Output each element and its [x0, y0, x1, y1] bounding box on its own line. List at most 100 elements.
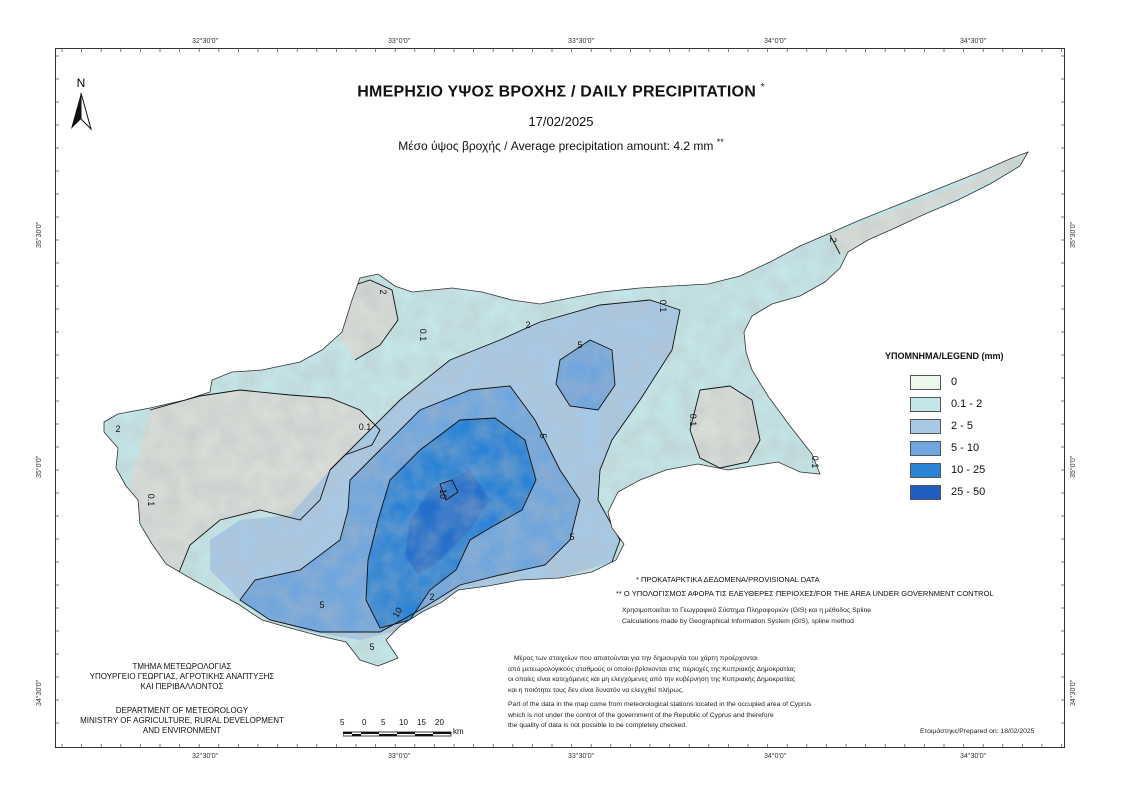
contour-label: 0.1 — [418, 329, 428, 342]
note-provisional: * ΠΡΟΚΑΤΑΡΚΤΙΚΑ ΔΕΔΟΜΕΝΑ/PROVISIONAL DAT… — [636, 575, 820, 584]
legend-item: 10 - 25 — [910, 462, 985, 478]
contour-line — [689, 385, 761, 469]
contour-label: 10 — [438, 489, 448, 499]
contour-label: 0.1 — [359, 422, 372, 432]
graticule-label: 34°30'0" — [1070, 679, 1077, 706]
legend-item: 5 - 10 — [910, 440, 979, 456]
scale-unit: km — [453, 727, 464, 736]
department-greek: ΤΜΗΜΑ ΜΕΤΕΩΡΟΛΟΓΙΑΣ ΥΠΟΥΡΓΕΙΟ ΓΕΩΡΓΙΑΣ, … — [62, 662, 302, 692]
contour-line — [829, 234, 841, 255]
department-line: ΥΠΟΥΡΓΕΙΟ ΓΕΩΡΓΙΑΣ, ΑΓΡΟΤΙΚΗΣ ΑΝΑΠΤΥΞΗΣ — [89, 672, 275, 681]
graticule-label: 35°30'0" — [36, 221, 43, 248]
legend-swatch — [910, 374, 941, 390]
legend-item: 2 - 5 — [910, 418, 973, 434]
scale-label: 20 — [435, 718, 444, 727]
legend-label: 10 - 25 — [951, 464, 986, 476]
legend-label: 5 - 10 — [951, 442, 980, 454]
contour-label: 10 — [391, 606, 405, 620]
note-gis-greek: Χρησιμοποιείται το Γεωγραφικό Σύστημα Πλ… — [622, 607, 872, 614]
contour-label: 2 — [429, 592, 434, 602]
graticule-label: 34°0'0" — [764, 38, 787, 45]
department-english: DEPARTMENT OF METEOROLOGY MINISTRY OF AG… — [62, 706, 302, 736]
scale-label: 15 — [417, 718, 426, 727]
legend-swatch — [910, 484, 941, 500]
note-area: ** Ο ΥΠΟΛΟΓΙΣΜΟΣ ΑΦΟΡΑ ΤΙΣ ΕΛΕΥΘΕΡΕΣ ΠΕΡ… — [616, 589, 994, 598]
department-line: AND ENVIRONMENT — [142, 726, 222, 735]
note-gis-english: Calculations made by Geographical Inform… — [622, 618, 854, 625]
graticule-label: 34°0'0" — [764, 753, 787, 760]
graticule-label: 33°30'0" — [568, 753, 595, 760]
contour-label: 5 — [569, 532, 574, 542]
contour-label: 2 — [525, 320, 530, 330]
contour-label: 0.1 — [146, 494, 156, 507]
graticule-label: 33°0'0" — [388, 38, 411, 45]
graticule-label: 34°30'0" — [960, 753, 987, 760]
scale-bar-labels: 5 0 5 10 15 20 — [338, 718, 468, 730]
contour-label: 0.1 — [688, 414, 698, 427]
graticule-label: 35°30'0" — [1070, 221, 1077, 248]
map-date: 17/02/2025 — [528, 114, 594, 129]
legend-label: 0 — [951, 376, 958, 388]
legend-swatch — [910, 418, 941, 434]
graticule-ticks — [55, 48, 1065, 748]
scale-label: 5 — [340, 718, 345, 727]
note-line: Part of the data in the map come from me… — [508, 701, 812, 708]
legend-item: 0.1 - 2 — [910, 396, 982, 412]
note-line: οι οποίες είναι κατεχόμενες και μη ελεγχ… — [508, 676, 796, 683]
legend-label: 0.1 - 2 — [951, 398, 983, 410]
contour-label: 5 — [319, 600, 324, 610]
contour-label: 2 — [115, 424, 120, 434]
graticule-label: 35°0'0" — [1070, 455, 1077, 478]
average-precipitation: Μέσο ύψος βροχής / Average precipitation… — [398, 137, 724, 153]
contour-label: 2 — [378, 289, 388, 294]
prepared-on: Ετοιμάστηκε/Prepared on: 18/02/2025 — [920, 728, 1035, 735]
graticule-label: 33°0'0" — [388, 753, 411, 760]
scale-label: 10 — [399, 718, 408, 727]
north-arrow-icon: N — [71, 76, 92, 131]
contour-label: 5 — [577, 340, 582, 350]
contour-line — [239, 385, 581, 633]
contour-line — [555, 339, 616, 411]
contour-label: 5 — [538, 433, 548, 438]
legend-item: 25 - 50 — [910, 484, 985, 500]
note-data-english: Part of the data in the map come from me… — [508, 700, 811, 732]
contour-line — [365, 417, 537, 629]
graticule-label: 34°30'0" — [36, 679, 43, 706]
contour-label: 2 — [828, 237, 838, 242]
map-title: ΗΜΕΡΗΣΙΟ ΥΨΟΣ ΒΡΟΧΗΣ / DAILY PRECIPITATI… — [357, 82, 765, 101]
note-line: από μετεωρολογικούς σταθμούς οι οποίοι β… — [508, 665, 796, 673]
scale-label: 0 — [362, 718, 367, 727]
contour-line — [339, 279, 399, 361]
legend-label: 25 - 50 — [951, 486, 986, 498]
legend-title: ΥΠΟΜΝΗΜΑ/LEGEND (mm) — [885, 351, 1004, 361]
graticule-label: 34°30'0" — [960, 38, 987, 45]
legend-item: 0 — [910, 374, 957, 390]
scale-label: 5 — [381, 718, 386, 727]
note-data-greek: Μέρος των στοιχείων που απαιτούνται για … — [508, 654, 795, 696]
department-line: ΚΑΙ ΠΕΡΙΒΑΛΛΟΝΤΟΣ — [140, 682, 224, 691]
north-label: N — [77, 76, 86, 90]
graticule-label: 35°0'0" — [36, 455, 43, 478]
contour-labels: 2 0.1 2 5 0.1 2 0.1 5 0.1 10 5 5 10 0.1 2 5 2 0.1 — [115, 237, 838, 652]
note-line: the quality of data is not possible to b… — [508, 722, 688, 729]
contour-line — [149, 389, 381, 576]
graticule-label: 32°30'0" — [192, 753, 219, 760]
department-line: DEPARTMENT OF METEOROLOGY — [115, 706, 249, 715]
contour-line — [329, 299, 681, 563]
legend-swatch — [910, 396, 941, 412]
contour-label: 0.1 — [810, 456, 820, 469]
legend-label: 2 - 5 — [951, 420, 974, 432]
legend-swatch — [910, 440, 941, 456]
graticule-label: 32°30'0" — [192, 38, 219, 45]
note-line: Μέρος των στοιχείων που απαιτούνται για … — [514, 655, 758, 662]
note-line: και η ποιότητα τους δεν είναι δυνατόν να… — [508, 686, 685, 694]
contour-lines — [149, 234, 841, 633]
legend-swatch — [910, 462, 941, 478]
department-line: MINISTRY OF AGRICULTURE, RURAL DEVELOPME… — [80, 716, 284, 725]
graticule-label: 33°30'0" — [568, 38, 595, 45]
department-line: ΤΜΗΜΑ ΜΕΤΕΩΡΟΛΟΓΙΑΣ — [132, 662, 232, 671]
contour-label: 0.1 — [658, 300, 668, 313]
precipitation-zones — [104, 152, 1028, 666]
scale-bar — [343, 731, 452, 737]
